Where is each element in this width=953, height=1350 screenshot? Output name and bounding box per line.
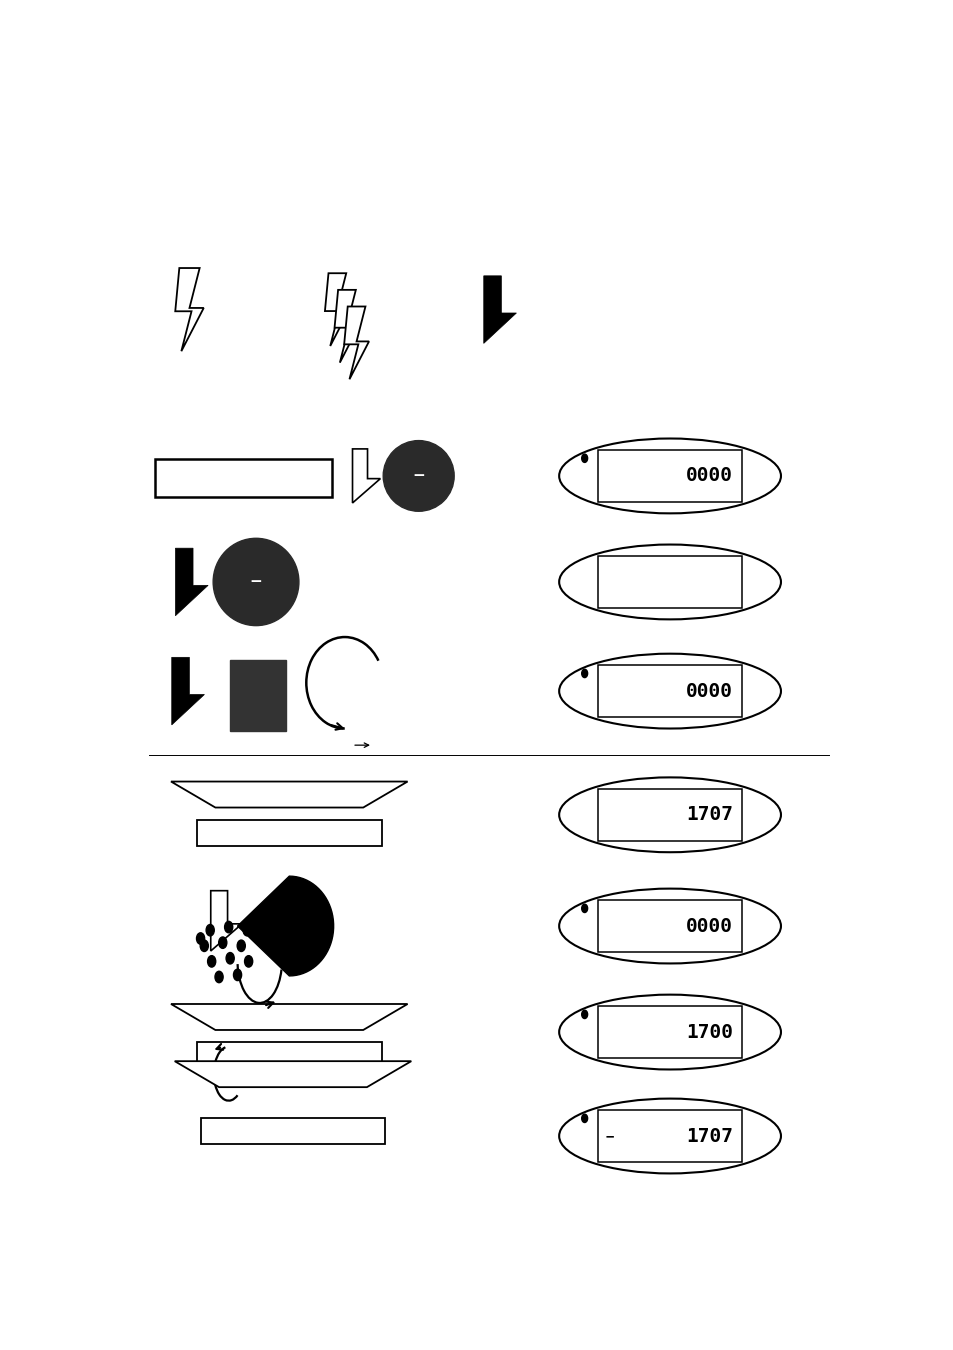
Polygon shape	[325, 273, 350, 346]
FancyBboxPatch shape	[598, 450, 741, 502]
Circle shape	[237, 940, 245, 952]
Circle shape	[244, 956, 253, 967]
Text: 1707: 1707	[685, 1126, 733, 1146]
Circle shape	[233, 969, 241, 980]
Polygon shape	[335, 290, 359, 363]
Text: 0000: 0000	[685, 917, 733, 936]
Circle shape	[581, 670, 587, 678]
Polygon shape	[172, 657, 204, 725]
Ellipse shape	[558, 653, 781, 729]
Circle shape	[208, 956, 215, 967]
Polygon shape	[344, 306, 369, 379]
Circle shape	[206, 925, 214, 936]
Polygon shape	[483, 275, 516, 343]
FancyBboxPatch shape	[196, 819, 381, 846]
Circle shape	[200, 940, 208, 952]
Circle shape	[226, 953, 234, 964]
Ellipse shape	[213, 539, 298, 625]
Text: 0000: 0000	[685, 467, 733, 486]
Polygon shape	[211, 891, 242, 950]
Ellipse shape	[558, 439, 781, 513]
Polygon shape	[174, 1061, 411, 1087]
FancyBboxPatch shape	[598, 788, 741, 841]
Ellipse shape	[558, 544, 781, 620]
Ellipse shape	[558, 778, 781, 852]
Polygon shape	[171, 1004, 407, 1030]
Circle shape	[581, 1114, 587, 1122]
FancyBboxPatch shape	[598, 1006, 741, 1058]
Circle shape	[581, 1010, 587, 1018]
Circle shape	[243, 925, 251, 936]
Text: 0000: 0000	[685, 682, 733, 701]
Ellipse shape	[383, 440, 454, 512]
Circle shape	[581, 904, 587, 913]
Circle shape	[224, 921, 233, 933]
Ellipse shape	[558, 888, 781, 964]
Polygon shape	[353, 450, 380, 504]
Polygon shape	[175, 269, 204, 351]
FancyBboxPatch shape	[598, 900, 741, 952]
Circle shape	[581, 454, 587, 463]
Text: −: −	[412, 468, 425, 483]
Text: −: −	[250, 575, 262, 590]
Polygon shape	[171, 782, 407, 807]
Ellipse shape	[558, 995, 781, 1069]
Polygon shape	[237, 876, 334, 976]
Polygon shape	[175, 548, 208, 616]
Text: 1700: 1700	[685, 1022, 733, 1042]
Text: −: −	[605, 1129, 614, 1143]
FancyBboxPatch shape	[200, 1118, 385, 1143]
FancyBboxPatch shape	[196, 1042, 381, 1068]
FancyBboxPatch shape	[598, 1110, 741, 1162]
Circle shape	[218, 937, 227, 949]
Circle shape	[196, 933, 205, 944]
Circle shape	[214, 971, 223, 983]
FancyBboxPatch shape	[154, 459, 332, 497]
FancyBboxPatch shape	[598, 666, 741, 717]
Text: 1707: 1707	[685, 806, 733, 825]
Ellipse shape	[558, 1099, 781, 1173]
FancyBboxPatch shape	[230, 660, 285, 730]
FancyBboxPatch shape	[598, 556, 741, 608]
